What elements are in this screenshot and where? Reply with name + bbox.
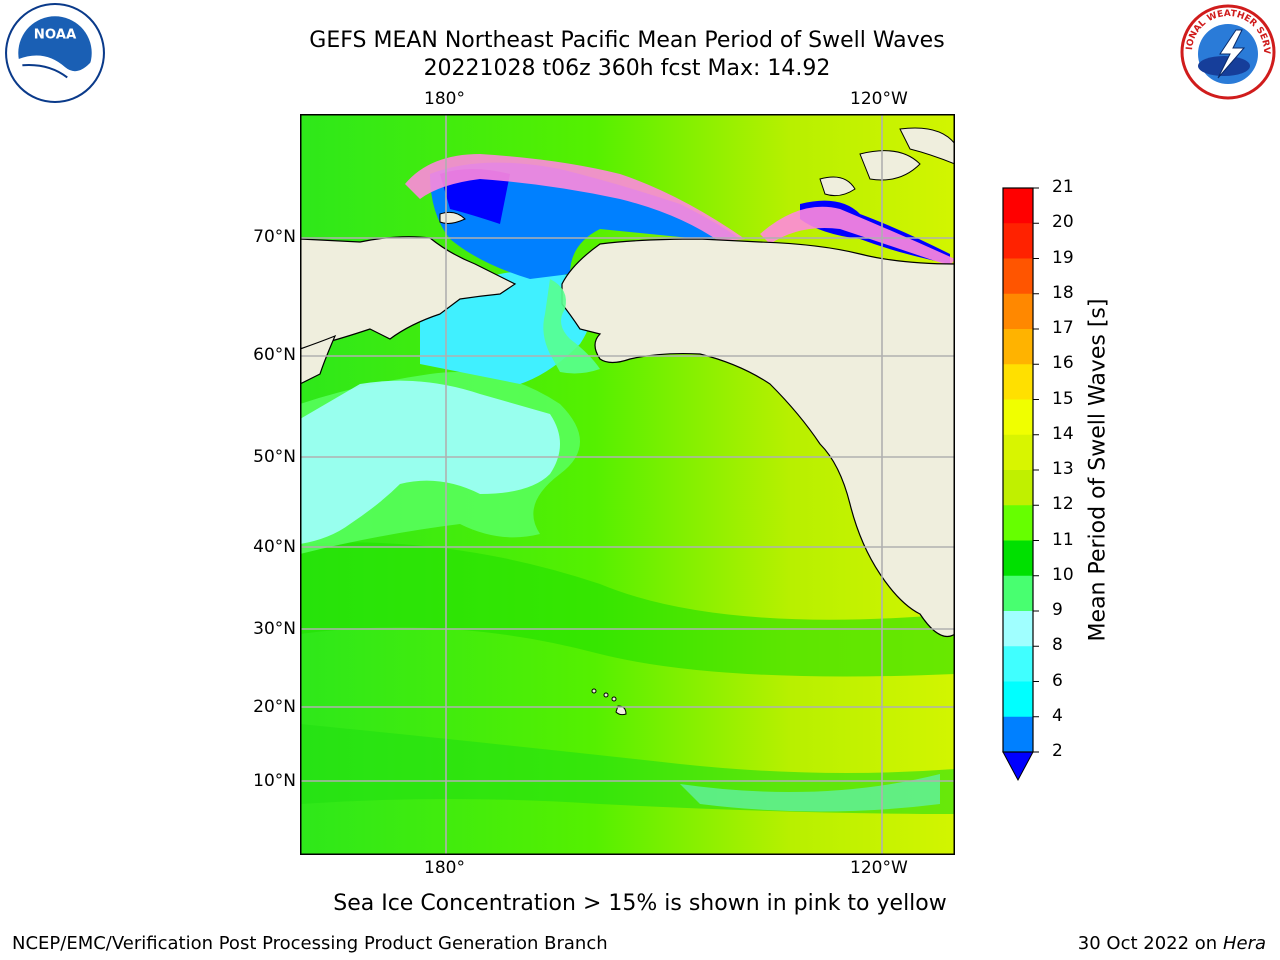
colorbar-swatch bbox=[1003, 505, 1033, 541]
colorbar-tick-label: 16 bbox=[1052, 353, 1074, 374]
colorbar-tick-label: 20 bbox=[1052, 212, 1074, 233]
swell-band-south bbox=[300, 724, 955, 814]
colorbar-swatch bbox=[1003, 329, 1033, 365]
colorbar-swatch bbox=[1003, 223, 1033, 259]
hawaii-island-1 bbox=[591, 688, 597, 694]
colorbar-swatch bbox=[1003, 575, 1033, 612]
arctic-island-3 bbox=[819, 176, 856, 197]
colorbar-ticks bbox=[1033, 187, 1039, 753]
bristol-bay bbox=[543, 279, 600, 374]
lon-label-top-120w: 120°W bbox=[850, 89, 908, 109]
lon-label-bottom-120w: 120°W bbox=[850, 858, 908, 878]
colorbar-tick-label: 8 bbox=[1052, 635, 1063, 656]
land-kamchatka bbox=[300, 334, 337, 385]
colorbar-swatch bbox=[1003, 364, 1033, 400]
colorbar-swatch bbox=[1003, 434, 1033, 471]
colorbar-title: Mean Period of Swell Waves [s] bbox=[1085, 298, 1111, 642]
lat-label-20n: 20°N bbox=[253, 697, 296, 717]
colorbar-swatch bbox=[1003, 258, 1033, 295]
lat-label-50n: 50°N bbox=[253, 447, 296, 467]
colorbar-swatch bbox=[1003, 646, 1033, 682]
colorbar-tick-label: 17 bbox=[1052, 318, 1074, 338]
hawaii-island-3 bbox=[611, 696, 617, 702]
footer-machine: Hera bbox=[1222, 933, 1266, 954]
colorbar-tick-label: 13 bbox=[1052, 459, 1074, 479]
swell-band-equatorial bbox=[680, 774, 940, 812]
colorbar-swatch bbox=[1003, 293, 1033, 330]
sea-ice-edge bbox=[405, 154, 745, 242]
colorbar-swatch bbox=[1003, 681, 1033, 718]
lat-label-30n: 30°N bbox=[253, 619, 296, 639]
colorbar bbox=[1002, 187, 1039, 782]
graticule bbox=[300, 114, 955, 855]
land-north-america bbox=[561, 238, 955, 638]
arctic-ocean bbox=[430, 162, 740, 279]
colorbar-tick-label: 6 bbox=[1052, 670, 1063, 691]
lat-label-10n: 10°N bbox=[253, 771, 296, 791]
colorbar-swatch bbox=[1003, 470, 1033, 506]
sea-ice-note: Sea Ice Concentration > 15% is shown in … bbox=[333, 891, 947, 916]
colorbar-swatch bbox=[1003, 188, 1033, 224]
colorbar-under-triangle bbox=[1002, 751, 1034, 782]
footer-date: 30 Oct 2022 on Hera bbox=[1078, 933, 1266, 954]
colorbar-tick-label: 14 bbox=[1052, 423, 1074, 444]
colorbar-swatch bbox=[1003, 540, 1033, 577]
nws-logo: NATIONAL WEATHER SERVICE bbox=[1178, 2, 1276, 100]
noaa-logo-text: NOAA bbox=[34, 28, 77, 43]
swell-region-cyan bbox=[300, 380, 560, 544]
swell-period-map bbox=[300, 114, 955, 855]
colorbar-tick-label: 4 bbox=[1052, 705, 1063, 726]
lon-label-top-180: 180° bbox=[424, 89, 465, 109]
colorbar-tick-label: 15 bbox=[1052, 388, 1074, 409]
colorbar-tick-label: 19 bbox=[1052, 247, 1074, 268]
colorbar-swatches bbox=[1003, 188, 1033, 753]
lat-label-40n: 40°N bbox=[253, 537, 296, 557]
lon-label-bottom-180: 180° bbox=[424, 858, 465, 878]
noaa-logo: NOAA bbox=[5, 3, 105, 103]
colorbar-swatch bbox=[1003, 611, 1033, 647]
arctic-island-2 bbox=[899, 127, 955, 165]
footer-date-text: 30 Oct 2022 on bbox=[1077, 933, 1223, 954]
lat-label-60n: 60°N bbox=[253, 345, 296, 365]
colorbar-swatch bbox=[1003, 716, 1033, 753]
chart-title-line1: GEFS MEAN Northeast Pacific Mean Period … bbox=[309, 28, 945, 53]
colorbar-tick-label: 2 bbox=[1052, 741, 1063, 761]
hawaii-island-2 bbox=[603, 692, 609, 698]
colorbar-tick-label: 9 bbox=[1052, 600, 1063, 620]
colorbar-tick-label: 12 bbox=[1052, 494, 1074, 515]
colorbar-tick-label: 21 bbox=[1052, 177, 1074, 197]
colorbar-tick-label: 11 bbox=[1052, 529, 1074, 550]
sea-ice-edge-east bbox=[760, 206, 955, 266]
colorbar-tick-label: 18 bbox=[1052, 282, 1074, 303]
chart-title-line2: 20221028 t06z 360h fcst Max: 14.92 bbox=[423, 56, 831, 81]
footer-organization: NCEP/EMC/Verification Post Processing Pr… bbox=[12, 933, 608, 954]
colorbar-swatch bbox=[1003, 399, 1033, 436]
swell-band-mid bbox=[300, 542, 955, 677]
lat-label-70n: 70°N bbox=[253, 227, 296, 247]
colorbar-tick-label: 10 bbox=[1052, 564, 1074, 585]
map-frame bbox=[300, 114, 955, 855]
